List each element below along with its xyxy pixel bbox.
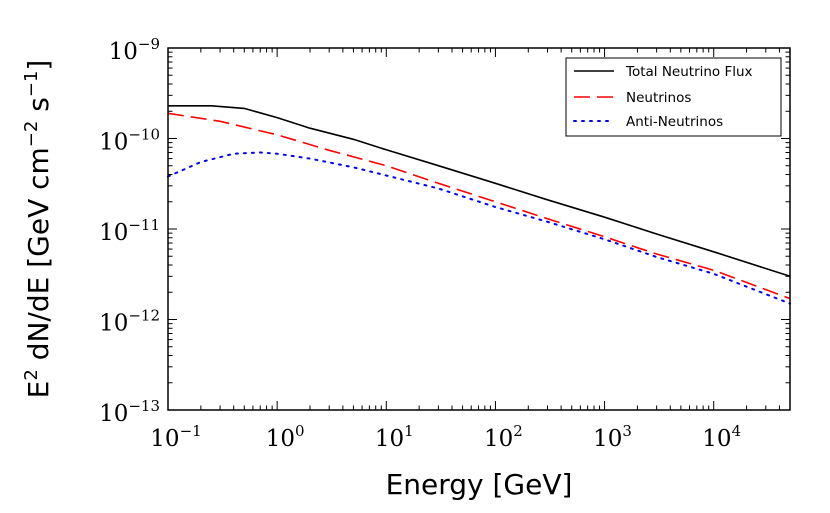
legend-label-total: Total Neutrino Flux xyxy=(625,64,753,80)
ticks-layer xyxy=(167,47,791,411)
legend: Total Neutrino Flux Neutrinos Anti-Neutr… xyxy=(565,57,782,137)
x-tick-label: 101 xyxy=(375,422,414,452)
series-line-neutrinos xyxy=(167,112,791,300)
x-tick-label: 100 xyxy=(266,422,305,452)
legend-label-anti-neutrinos: Anti-Neutrinos xyxy=(626,114,723,130)
y-tick-label: 10−11 xyxy=(99,216,160,246)
legend-label-neutrinos: Neutrinos xyxy=(626,90,691,106)
y-tick-label: 10−13 xyxy=(99,397,160,427)
x-tick-label: 10−1 xyxy=(150,422,201,452)
x-tick-label: 104 xyxy=(702,422,741,452)
y-axis-label: E2 dN/dE [GeV cm−2 s−1] xyxy=(21,60,55,399)
tick-labels-layer: 10−1 100 101 102 103 104 10−13 10−12 10−11 10−10 1… xyxy=(99,35,741,452)
x-tick-label: 103 xyxy=(593,422,632,452)
series-line-total-neutrino-flux xyxy=(168,105,791,278)
y-tick-label: 10−9 xyxy=(109,35,160,65)
y-tick-label: 10−12 xyxy=(99,307,160,337)
x-axis-label: Energy [GeV] xyxy=(386,468,573,501)
series-layer xyxy=(167,105,791,305)
y-tick-label: 10−10 xyxy=(99,126,160,156)
series-line-anti-neutrinos xyxy=(167,151,791,305)
x-tick-label: 102 xyxy=(484,422,523,452)
